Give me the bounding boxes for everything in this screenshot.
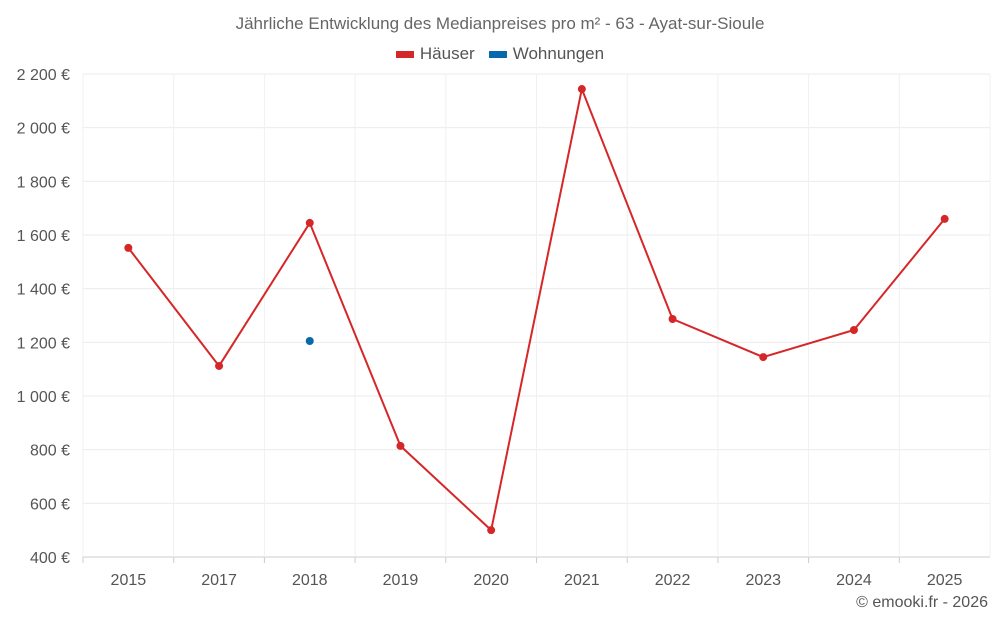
credit: © emooki.fr - 2026 [856,594,988,611]
legend: Häuser Wohnungen [0,44,1000,64]
y-tick-label: 1 800 € [17,174,70,191]
series-line-0 [127,85,946,533]
x-tick-label: 2023 [745,572,781,589]
x-tick-label: 2019 [383,572,419,589]
x-tick-label: 2021 [564,572,600,589]
data-point [668,314,677,323]
x-tick-label: 2015 [111,572,147,589]
y-tick-label: 1 200 € [17,335,70,352]
data-point [849,325,858,334]
x-tick-label: 2017 [201,572,237,589]
data-point [940,214,949,223]
data-point [577,85,586,94]
legend-item-haeuser[interactable]: Häuser [395,44,475,64]
y-tick-label: 2 200 € [17,67,70,84]
legend-swatch-wohnungen [488,50,507,58]
y-tick-label: 800 € [30,443,70,460]
y-tick-label: 600 € [30,496,70,513]
legend-label: Wohnungen [512,44,605,63]
data-point [487,526,496,535]
chart-title: Jährliche Entwicklung des Medianpreises … [235,14,765,33]
x-tick-label: 2024 [836,572,872,589]
y-tick-label: 1 600 € [17,228,70,245]
x-tick-label: 2018 [292,572,328,589]
data-point [124,243,133,252]
x-tick-label: 2022 [655,572,691,589]
y-tick-label: 1 400 € [17,282,70,299]
legend-label: Häuser [419,44,475,63]
data-point [396,441,405,450]
data-point [215,361,224,370]
legend-item-wohnungen[interactable]: Wohnungen [488,44,605,64]
x-tick-label: 2020 [473,572,509,589]
y-tick-label: 400 € [30,550,70,567]
data-point [305,336,314,345]
data-point [305,218,314,227]
legend-swatch-haeuser [395,50,414,58]
data-point [759,353,768,362]
y-tick-label: 1 000 € [17,389,70,406]
y-tick-label: 2 000 € [17,121,70,138]
x-tick-label: 2025 [927,572,963,589]
